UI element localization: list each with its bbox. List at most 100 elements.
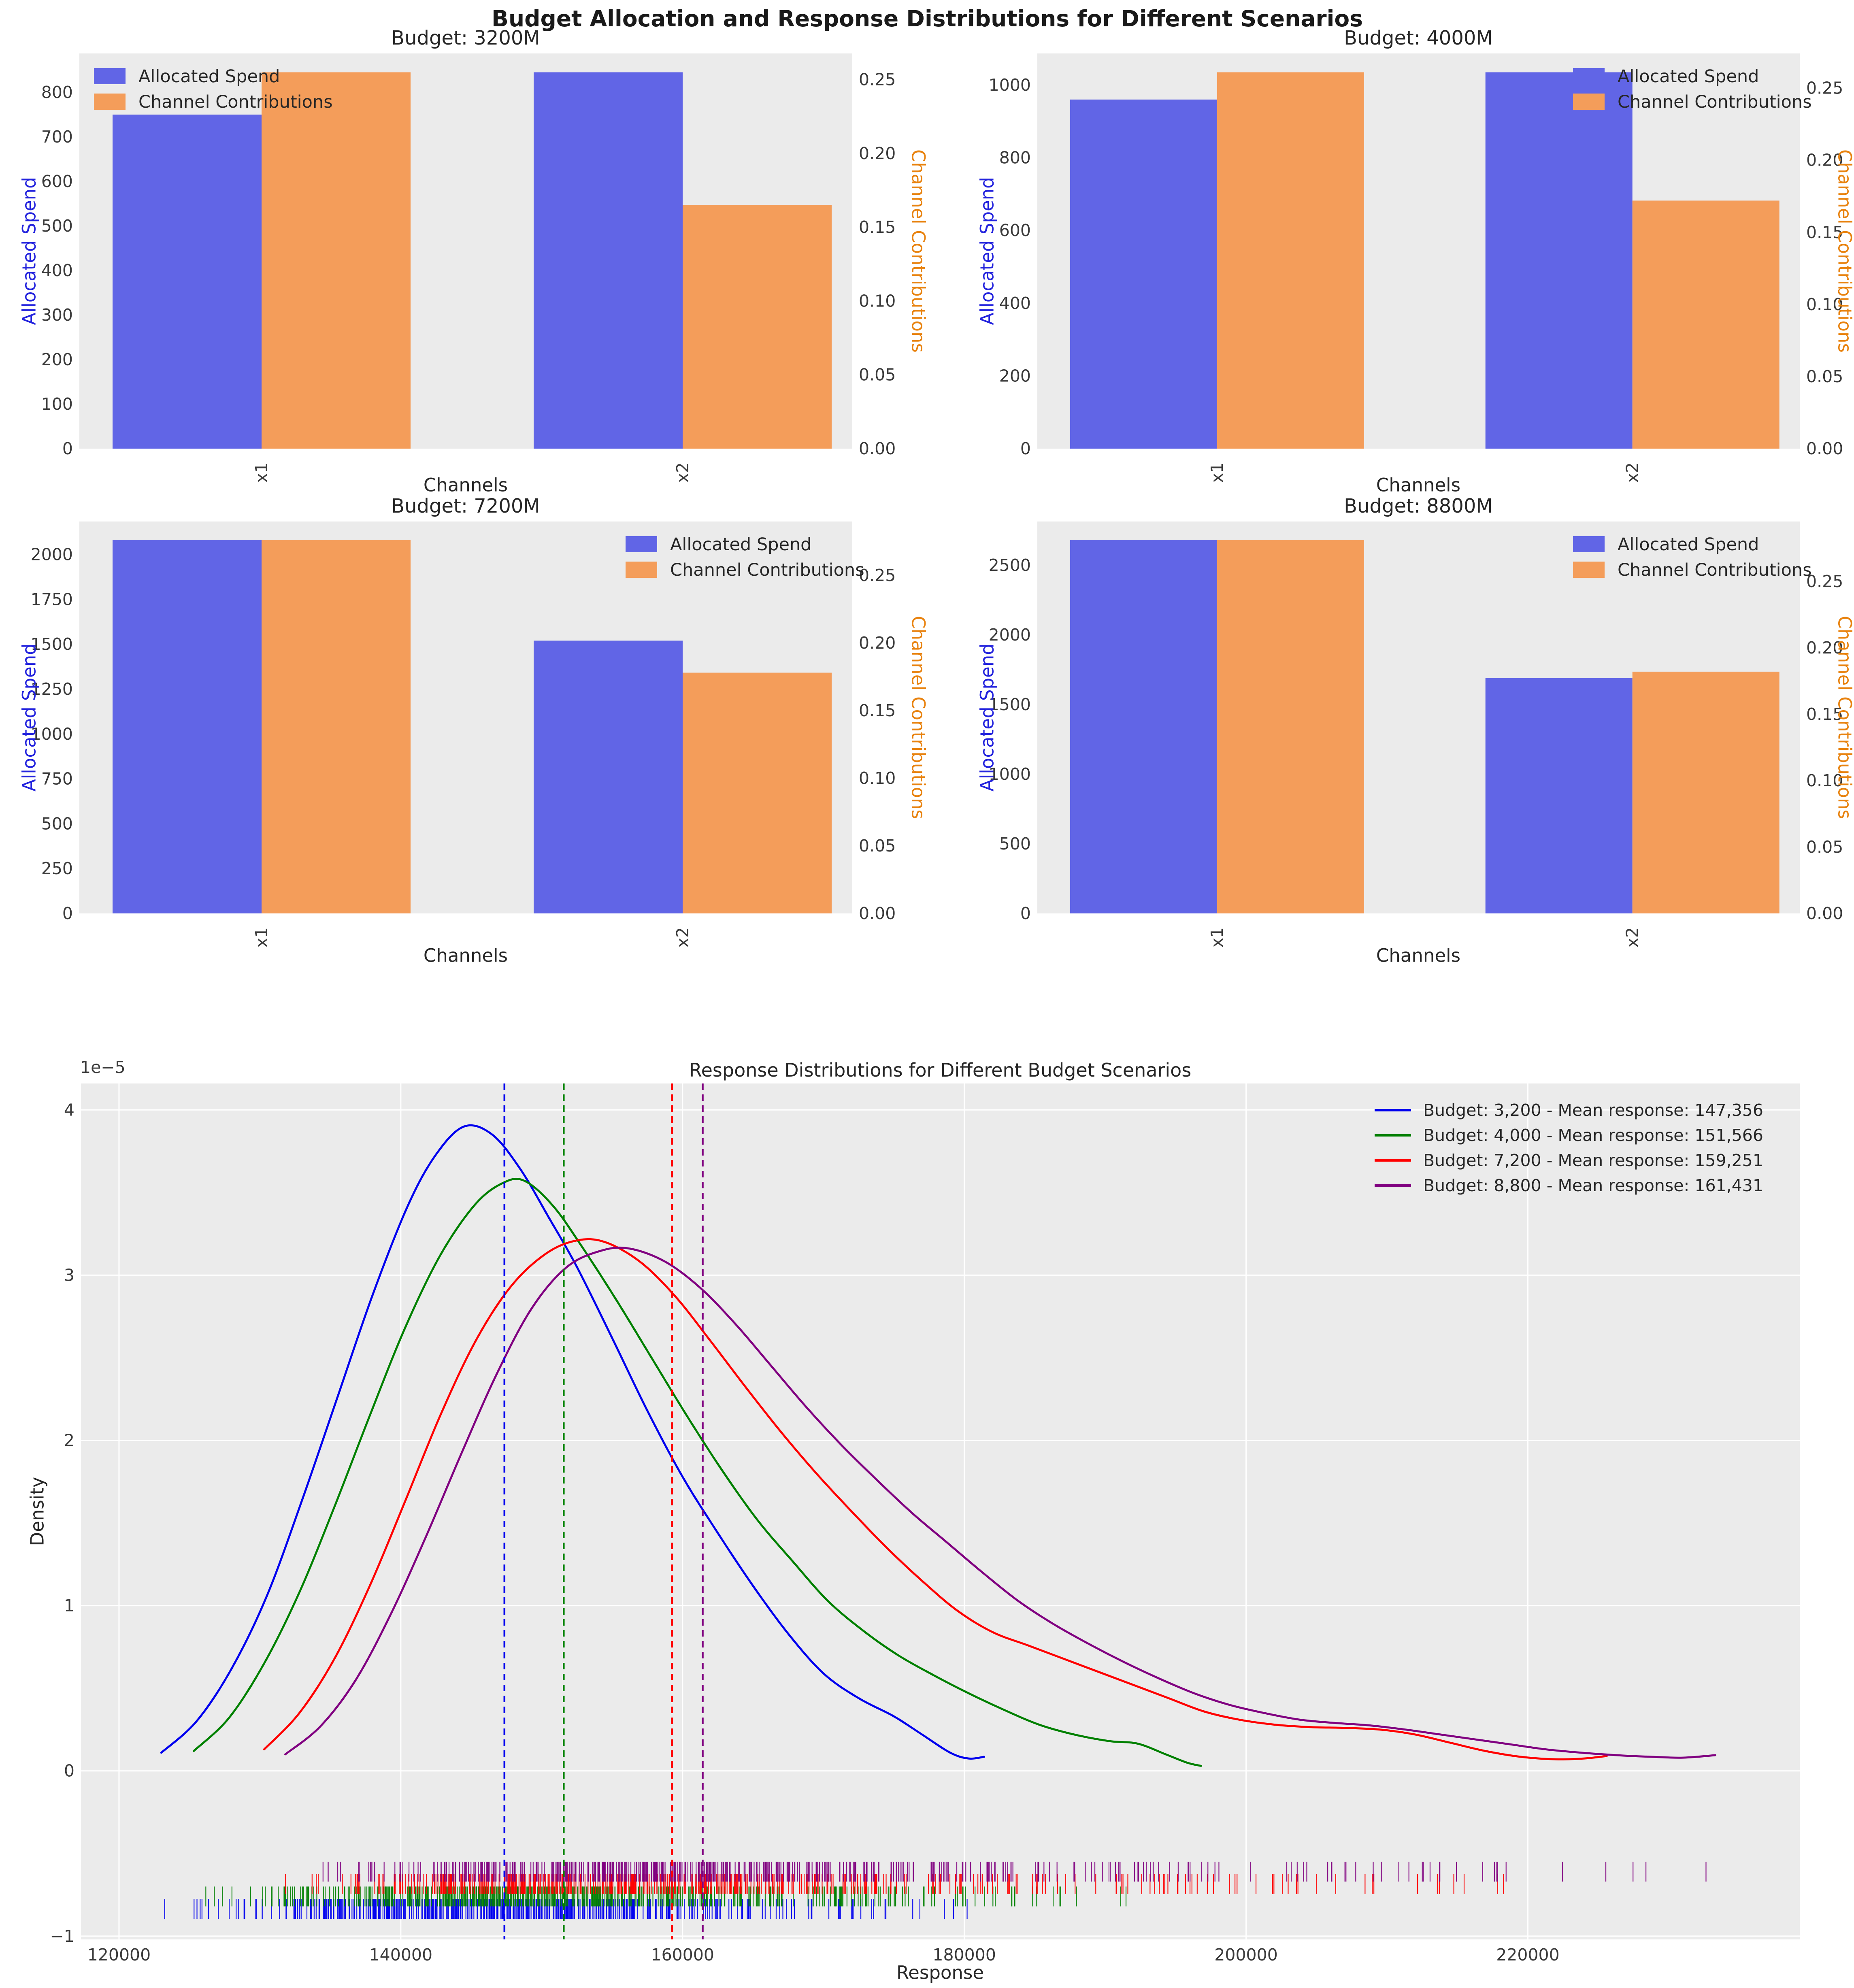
- rug-tick: [562, 1874, 563, 1894]
- rug-tick: [462, 1886, 464, 1907]
- rug-tick: [630, 1874, 632, 1894]
- left-tick-label: 0: [62, 439, 73, 458]
- rug-tick: [711, 1899, 713, 1919]
- rug-tick: [1306, 1862, 1307, 1882]
- rug-tick: [782, 1874, 783, 1894]
- rug-tick: [358, 1886, 360, 1907]
- rug-tick: [499, 1886, 500, 1907]
- rug-tick: [605, 1874, 607, 1894]
- rug-tick: [515, 1899, 517, 1919]
- rug-tick: [324, 1899, 325, 1919]
- rug-tick: [643, 1874, 644, 1894]
- rug-tick: [962, 1886, 964, 1907]
- rug-tick: [378, 1874, 379, 1894]
- rug-tick: [388, 1886, 390, 1907]
- rug-tick: [689, 1886, 690, 1907]
- rug-tick: [1381, 1862, 1382, 1882]
- rug-tick: [658, 1886, 659, 1907]
- rug-tick: [328, 1899, 329, 1919]
- rug-tick: [1141, 1874, 1142, 1894]
- rug-tick: [564, 1899, 566, 1919]
- rug-tick: [816, 1886, 817, 1907]
- rug-tick: [609, 1886, 611, 1907]
- left-tick-label: 0: [62, 904, 73, 923]
- rug-tick: [294, 1886, 295, 1907]
- rug-tick: [943, 1862, 945, 1882]
- rug-tick: [490, 1886, 492, 1907]
- rug-tick: [1138, 1862, 1139, 1882]
- rug-tick: [739, 1862, 740, 1882]
- rug-tick: [594, 1862, 596, 1882]
- rug-tick: [553, 1862, 554, 1882]
- rug-tick: [878, 1886, 879, 1907]
- rug-tick: [912, 1899, 913, 1919]
- rug-tick: [1036, 1874, 1037, 1894]
- rug-tick: [285, 1874, 286, 1894]
- rug-tick: [649, 1899, 650, 1919]
- left-tick-label: 200: [41, 350, 73, 369]
- rug-tick: [634, 1862, 636, 1882]
- rug-tick: [454, 1899, 456, 1919]
- rug-tick: [873, 1899, 874, 1919]
- rug-tick: [509, 1874, 510, 1894]
- rug-tick: [934, 1862, 935, 1882]
- y-tick-label: 3: [64, 1265, 75, 1285]
- rug-tick: [830, 1886, 831, 1907]
- right-tick-label: 0.20: [859, 144, 896, 163]
- rug-tick: [777, 1874, 778, 1894]
- rug-tick: [493, 1862, 494, 1882]
- rug-tick: [333, 1899, 334, 1919]
- figure-suptitle: Budget Allocation and Response Distribut…: [492, 6, 1363, 32]
- rug-tick: [558, 1899, 560, 1919]
- rug-tick: [1705, 1862, 1707, 1882]
- rug-tick: [660, 1874, 662, 1894]
- rug-tick: [544, 1899, 545, 1919]
- rug-tick: [1281, 1874, 1283, 1894]
- rug-tick: [1496, 1862, 1497, 1882]
- rug-tick: [851, 1899, 853, 1919]
- y-axis-offset-text: 1e−5: [80, 1058, 126, 1077]
- rug-tick: [311, 1874, 313, 1894]
- rug-tick: [878, 1862, 879, 1882]
- ylabel-allocated-spend-2: Allocated Spend: [976, 177, 998, 325]
- rug-tick: [678, 1874, 679, 1894]
- rug-tick: [613, 1862, 614, 1882]
- rug-tick: [654, 1862, 655, 1882]
- rug-tick: [679, 1886, 681, 1907]
- rug-tick: [1286, 1862, 1288, 1882]
- rug-tick: [624, 1874, 626, 1894]
- left-tick-label: 600: [41, 172, 73, 191]
- rug-tick: [573, 1874, 575, 1894]
- rug-tick: [469, 1874, 470, 1894]
- rug-tick: [338, 1899, 340, 1919]
- rug-tick: [645, 1862, 646, 1882]
- rug-tick: [464, 1862, 466, 1882]
- bar-allocated-spend-x1: [1070, 540, 1217, 913]
- rug-tick: [583, 1886, 585, 1907]
- rug-tick: [771, 1862, 772, 1882]
- ylabel-density: Density: [26, 1477, 48, 1546]
- rug-tick: [553, 1874, 554, 1894]
- rug-tick: [616, 1862, 617, 1882]
- rug-tick: [734, 1862, 736, 1882]
- subplot-title-4000: Budget: 4000M: [1344, 27, 1493, 49]
- rug-tick: [797, 1862, 798, 1882]
- rug-tick: [997, 1874, 998, 1894]
- left-tick-label: 800: [999, 148, 1031, 168]
- rug-tick: [492, 1874, 493, 1894]
- rug-tick: [415, 1886, 416, 1907]
- rug-tick: [530, 1874, 531, 1894]
- rug-tick: [465, 1886, 466, 1907]
- rug-tick: [782, 1899, 783, 1919]
- rug-tick: [788, 1862, 789, 1882]
- rug-tick: [707, 1886, 708, 1907]
- rug-tick: [667, 1899, 668, 1919]
- rug-tick: [1185, 1874, 1186, 1894]
- rug-tick: [651, 1874, 652, 1894]
- rug-tick: [840, 1886, 841, 1907]
- right-tick-label: 0.20: [1806, 151, 1843, 170]
- rug-tick: [480, 1899, 481, 1919]
- rug-tick: [1272, 1874, 1273, 1894]
- rug-tick: [566, 1899, 567, 1919]
